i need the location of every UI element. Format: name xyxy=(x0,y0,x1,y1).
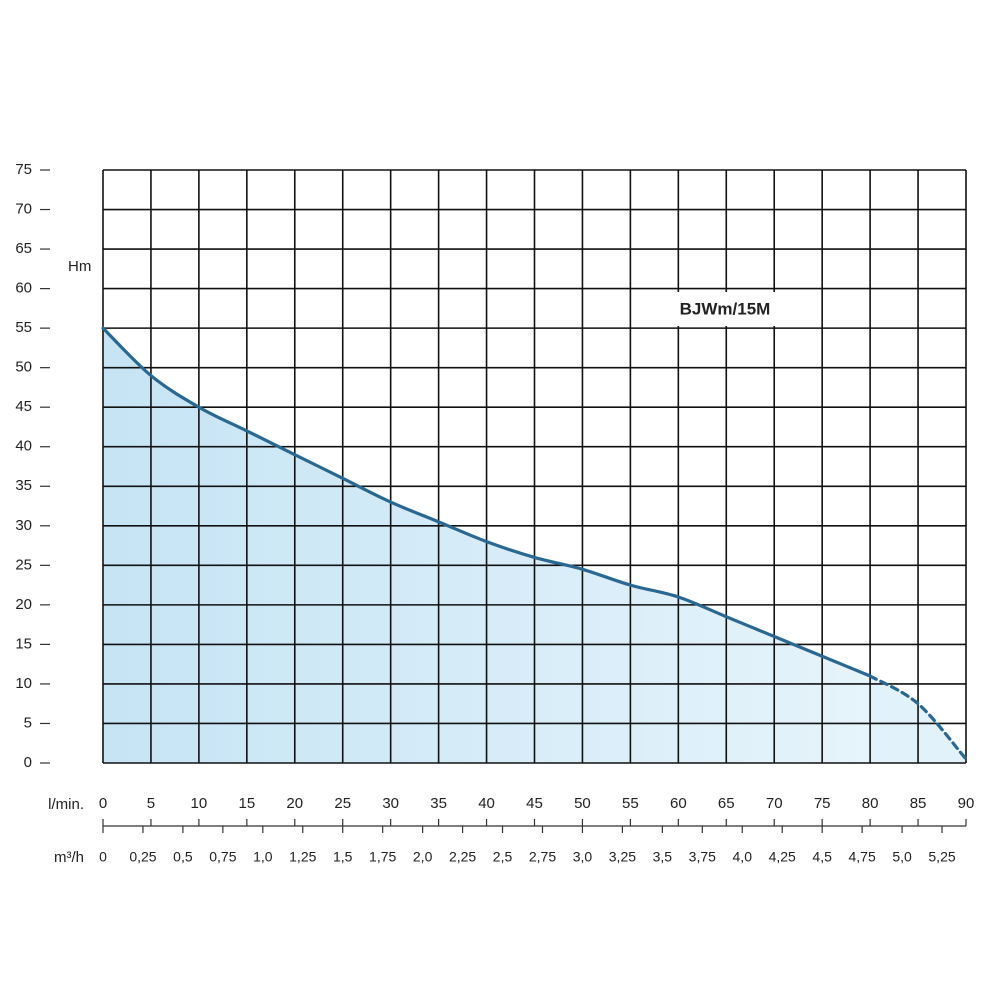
y-tick-label: 65 xyxy=(15,240,32,257)
x-tick-label: 25 xyxy=(334,795,351,812)
y-tick-label: 35 xyxy=(15,477,32,494)
curve xyxy=(101,326,872,678)
y-tick-label: 5 xyxy=(24,714,32,731)
x2-tick-label: 1,25 xyxy=(289,849,316,865)
x-tick-label: 90 xyxy=(958,795,975,812)
y-tick-label: 70 xyxy=(15,201,32,218)
x2-tick-label: 2,0 xyxy=(413,849,433,865)
x2-tick-label: 3,5 xyxy=(653,849,673,865)
x-tick-label: 70 xyxy=(766,795,783,812)
x2-tick-label: 4,75 xyxy=(848,849,875,865)
y-tick-label: 10 xyxy=(15,675,32,692)
x2-tick-label: 3,0 xyxy=(573,849,593,865)
x2-tick-label: 1,75 xyxy=(369,849,396,865)
y-tick-label: 55 xyxy=(15,319,32,336)
x2-tick-label: 1,0 xyxy=(253,849,273,865)
x-tick-label: 40 xyxy=(478,795,495,812)
x-tick-label: 0 xyxy=(99,795,107,812)
x2-tick-label: 5,25 xyxy=(928,849,955,865)
x-tick-label: 50 xyxy=(574,795,591,812)
x2-tick-label: 5,0 xyxy=(892,849,912,865)
x-tick-label: 60 xyxy=(670,795,687,812)
y-tick-label: 20 xyxy=(15,596,32,613)
y-tick-label: 50 xyxy=(15,359,32,376)
x2-axis-label: m³/h xyxy=(54,849,84,866)
x2-tick-label: 4,25 xyxy=(769,849,796,865)
y-axis-label: Hm xyxy=(68,258,91,275)
x-tick-label: 75 xyxy=(814,795,831,812)
x-tick-label: 15 xyxy=(238,795,255,812)
x2-tick-label: 4,5 xyxy=(812,849,832,865)
x2-tick-label: 3,75 xyxy=(689,849,716,865)
y-tick-label: 40 xyxy=(15,438,32,455)
x-tick-label: 80 xyxy=(862,795,879,812)
x2-tick-label: 0,25 xyxy=(129,849,156,865)
y-tick-label: 15 xyxy=(15,635,32,652)
y-tick-label: 75 xyxy=(15,161,32,178)
x2-tick-label: 2,75 xyxy=(529,849,556,865)
y-tick-label: 0 xyxy=(24,754,32,771)
x2-tick-label: 3,25 xyxy=(609,849,636,865)
curve xyxy=(868,674,968,761)
x-tick-label: 45 xyxy=(526,795,543,812)
annotation: BJWm/15M xyxy=(680,299,771,318)
x2-tick-label: 2,5 xyxy=(493,849,513,865)
x-axis-label: l/min. xyxy=(48,796,84,813)
annotation-box xyxy=(660,292,790,326)
x-tick-label: 35 xyxy=(430,795,447,812)
y-tick-label: 30 xyxy=(15,517,32,534)
x-tick-label: 10 xyxy=(191,795,208,812)
y-tick-label: 25 xyxy=(15,556,32,573)
x-tick-label: 5 xyxy=(147,795,155,812)
x2-tick-label: 4,0 xyxy=(733,849,753,865)
x-tick-label: 65 xyxy=(718,795,735,812)
y-tick-label: 60 xyxy=(15,280,32,297)
x-tick-label: 20 xyxy=(286,795,303,812)
x-tick-label: 85 xyxy=(910,795,927,812)
x2-tick-label: 1,5 xyxy=(333,849,353,865)
y-tick-label: 45 xyxy=(15,398,32,415)
x-tick-label: 55 xyxy=(622,795,639,812)
x2-tick-label: 0,5 xyxy=(173,849,193,865)
x2-tick-label: 0 xyxy=(99,849,107,865)
x2-tick-label: 2,25 xyxy=(449,849,476,865)
x-tick-label: 30 xyxy=(382,795,399,812)
x2-tick-label: 0,75 xyxy=(209,849,236,865)
